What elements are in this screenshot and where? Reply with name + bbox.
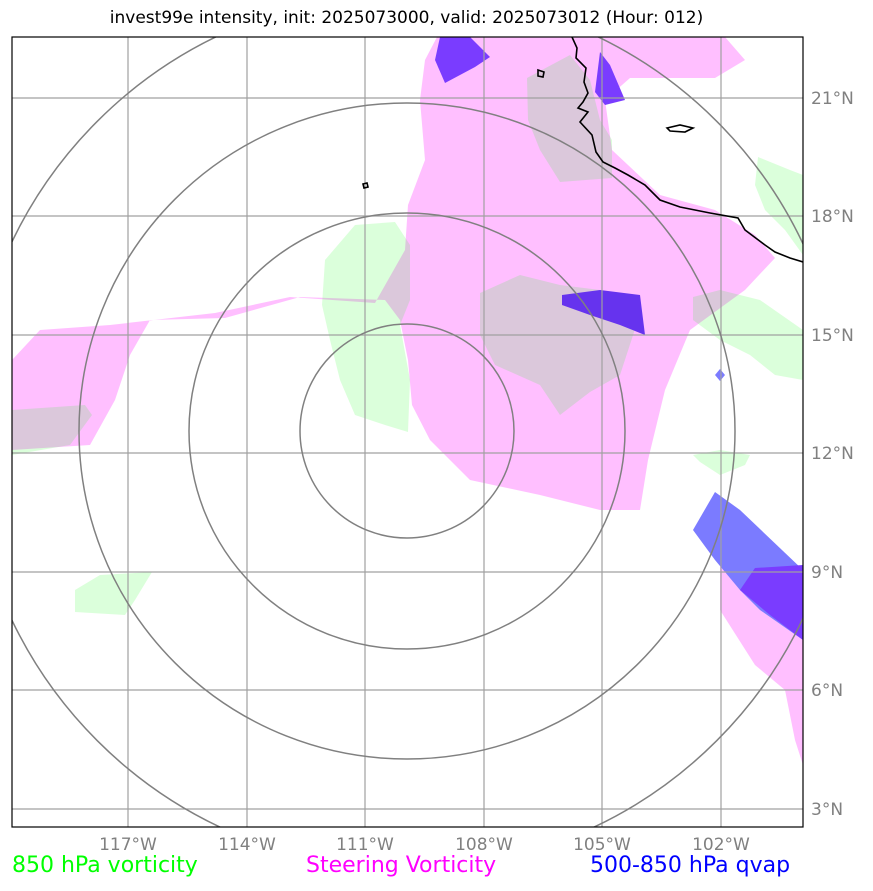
lat-label: 12°N [811, 444, 854, 464]
lon-label: 111°W [336, 835, 394, 855]
distance-rings [12, 37, 803, 827]
lon-label: 108°W [455, 835, 513, 855]
lat-label: 3°N [811, 800, 843, 820]
map-title: invest99e intensity, init: 2025073000, v… [109, 8, 704, 28]
lat-label: 6°N [811, 681, 843, 701]
distance-ring-2 [188, 212, 626, 650]
lat-label: 9°N [811, 563, 843, 583]
lon-label: 114°W [218, 835, 276, 855]
lat-label: 15°N [811, 326, 854, 346]
latitude-labels: 21°N 18°N 15°N 12°N 9°N 6°N 3°N [811, 89, 854, 820]
graticule [12, 37, 803, 827]
lon-label: 105°W [573, 835, 631, 855]
longitude-labels: 117°W 114°W 111°W 108°W 105°W 102°W [99, 835, 750, 855]
distance-ring-4 [12, 37, 803, 827]
distance-ring-1 [299, 323, 515, 539]
lat-label: 18°N [811, 207, 854, 227]
lon-label: 102°W [692, 835, 750, 855]
legend-steering-vorticity: Steering Vorticity [306, 853, 497, 878]
coastline [362, 37, 803, 263]
lon-label: 117°W [99, 835, 157, 855]
distance-ring-3 [78, 102, 736, 760]
legend-850-vorticity: 850 hPa vorticity [12, 853, 198, 878]
legend-qvap: 500-850 hPa qvap [590, 853, 791, 878]
lat-label: 21°N [811, 89, 854, 109]
map-frame [11, 36, 804, 828]
